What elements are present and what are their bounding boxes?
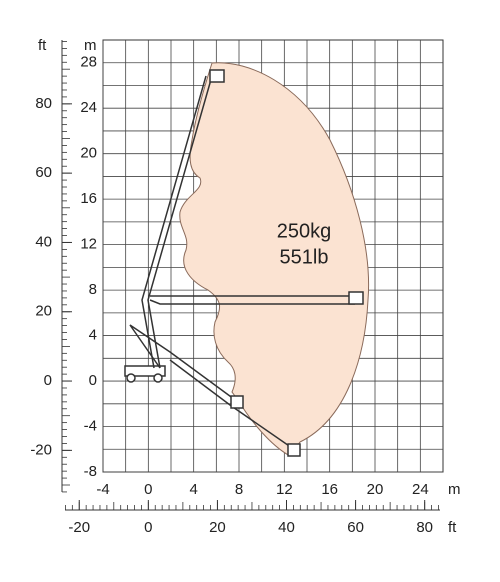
- y-tick-label: 0: [89, 372, 97, 389]
- x-tick-label: 20: [367, 481, 384, 498]
- x-tick-label: 0: [144, 481, 152, 498]
- x2-tick-label: 80: [416, 519, 433, 536]
- x-tick-label: -4: [96, 481, 109, 498]
- load-kg: 250kg: [277, 220, 332, 242]
- y2-tick-label: 60: [35, 164, 52, 181]
- load-lb: 551lb: [280, 246, 329, 268]
- y2-tick-label: -20: [30, 441, 52, 458]
- x2-tick-label: 0: [144, 519, 152, 536]
- x2-unit: ft: [448, 519, 457, 536]
- x2-tick-label: -20: [68, 519, 90, 536]
- x2-tick-label: 20: [209, 519, 226, 536]
- y2-tick-label: 40: [35, 233, 52, 250]
- y-tick-label: 12: [80, 236, 97, 253]
- y2-tick-label: 80: [35, 95, 52, 112]
- x-tick-label: 8: [235, 481, 243, 498]
- y-tick-label: 20: [80, 145, 97, 162]
- y-unit: m: [84, 37, 97, 54]
- x-tick-label: 4: [189, 481, 197, 498]
- y-tick-label: 16: [80, 190, 97, 207]
- machine: [124, 69, 364, 457]
- y-tick-label: -4: [84, 417, 97, 434]
- x-tick-label: 12: [276, 481, 293, 498]
- y2-tick-label: 20: [35, 303, 52, 320]
- y2-tick-label: 0: [44, 372, 52, 389]
- x-tick-label: 24: [412, 481, 429, 498]
- y-tick-label: 4: [89, 327, 97, 344]
- x2-tick-label: 60: [347, 519, 364, 536]
- working-envelope: [179, 62, 370, 457]
- y-tick-label: 24: [80, 99, 97, 116]
- x-unit: m: [448, 481, 461, 498]
- y2-unit: ft: [38, 37, 47, 54]
- x-tick-label: 16: [321, 481, 338, 498]
- y-tick-label: 28: [80, 54, 97, 71]
- y-tick-label: -8: [84, 463, 97, 480]
- x2-tick-label: 40: [278, 519, 295, 536]
- y-tick-label: 8: [89, 281, 97, 298]
